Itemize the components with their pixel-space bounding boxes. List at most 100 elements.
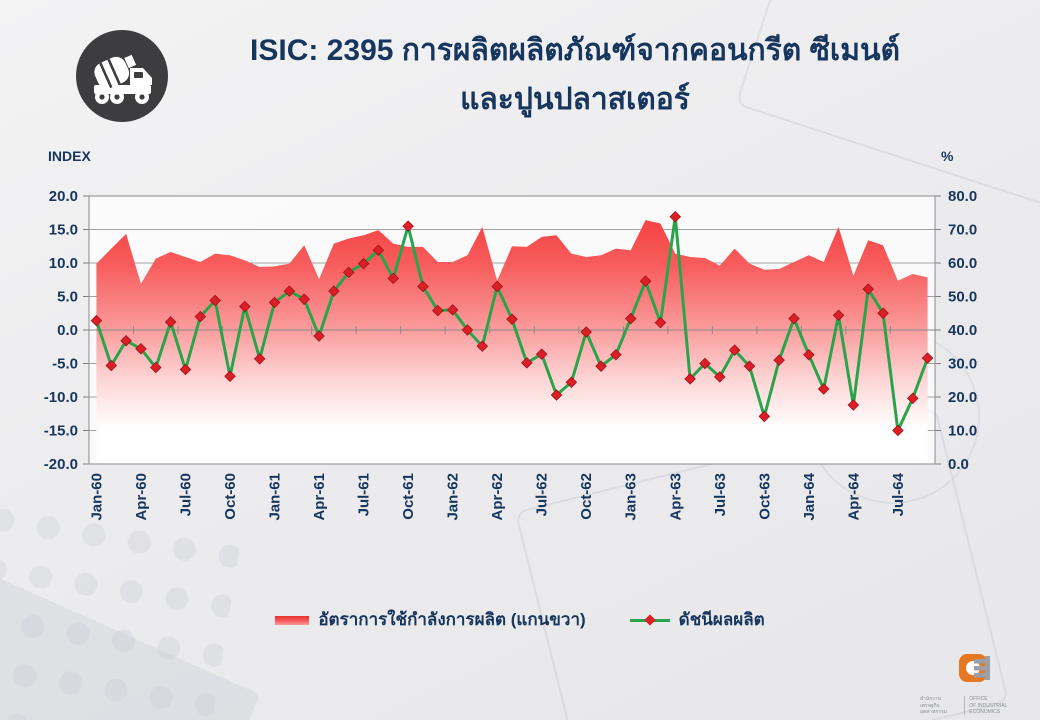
left-axis-tick-label: -5.0	[52, 356, 78, 373]
left-axis-unit-label: INDEX	[48, 148, 91, 164]
legend-swatch-utilization-area	[275, 616, 310, 625]
marker-diamond	[446, 304, 459, 316]
marker-diamond	[610, 349, 622, 361]
marker-diamond	[906, 392, 919, 405]
x-axis-tick-label: Jul-62	[534, 473, 551, 516]
x-axis-tick-label: Apr-63	[667, 473, 684, 521]
chart-legend: อัตราการใช้กำลังการผลิต (แกนขวา) ดัชนีผล…	[0, 606, 1040, 633]
marker-diamond	[639, 275, 652, 287]
marker-diamond	[239, 300, 251, 313]
marker-diamond	[253, 353, 266, 365]
marker-diamond	[402, 220, 414, 232]
marker-diamond	[506, 313, 518, 326]
marker-diamond	[90, 314, 103, 327]
right-axis-tick-label: 60.0	[948, 255, 977, 272]
marker-diamond	[313, 330, 325, 342]
oie-logo-mark	[959, 654, 990, 683]
legend-diamond-marker	[643, 613, 656, 626]
marker-diamond	[773, 354, 785, 366]
plot-border	[88, 195, 936, 465]
right-axis-tick-label: 10.0	[948, 423, 977, 440]
right-axis-tick-label: 50.0	[948, 289, 977, 306]
marker-diamond	[491, 280, 503, 293]
marker-diamond	[461, 324, 474, 336]
marker-diamond	[817, 383, 830, 395]
marker-diamond	[224, 370, 236, 382]
marker-diamond	[328, 285, 340, 297]
marker-diamond	[268, 296, 281, 309]
marker-diamond	[105, 359, 118, 372]
marker-diamond	[624, 312, 637, 325]
marker-diamond	[654, 316, 667, 329]
left-axis-tick-label: 10.0	[49, 255, 78, 272]
x-axis-tick-label: Oct-60	[222, 473, 239, 520]
left-axis-tick-label: 20.0	[49, 188, 78, 205]
marker-diamond	[714, 371, 726, 383]
marker-diamond	[432, 304, 444, 317]
x-axis-tick-label: Oct-63	[756, 473, 773, 520]
marker-diamond	[921, 352, 934, 364]
marker-diamond	[803, 349, 815, 361]
page-title-line1: ISIC: 2395 การผลิตผลิตภัณฑ์จากคอนกรีต ซี…	[250, 34, 900, 67]
x-axis-tick-label: Apr-60	[133, 473, 150, 521]
marker-diamond	[788, 312, 800, 325]
x-axis-tick-label: Jul-60	[177, 473, 194, 516]
x-axis-tick-label: Jan-60	[88, 473, 105, 521]
x-axis-tick-label: Jan-63	[623, 473, 640, 521]
marker-diamond	[135, 342, 147, 355]
marker-diamond	[179, 363, 192, 376]
x-axis-tick-label: Jul-64	[890, 472, 907, 516]
marker-diamond	[535, 348, 548, 360]
x-axis-tick-label: Apr-62	[489, 473, 506, 521]
marker-diamond	[743, 360, 756, 372]
marker-diamond	[342, 266, 355, 279]
marker-diamond	[521, 357, 533, 369]
cement-mixer-icon	[74, 28, 170, 124]
marker-diamond	[862, 283, 874, 295]
oie-logo-en-text: OFFICE OF INDUSTRIAL ECONOMICS	[969, 696, 1008, 715]
left-axis-tick-label: 0.0	[57, 322, 78, 339]
oie-logo-thai-text: สำนักงาน เศรษฐกิจอุตสาหกรรม	[920, 696, 948, 715]
right-axis-unit-label: %	[941, 148, 954, 164]
x-axis-labels: Jan-60 Apr-60 Jul-60 Oct-60 Jan-61 Apr-61 Jul-…	[88, 472, 906, 520]
right-axis-tick-label: 80.0	[948, 188, 977, 205]
marker-diamond	[728, 344, 741, 356]
line-series-markers	[90, 211, 934, 437]
x-axis-tick-label: Oct-62	[578, 473, 595, 520]
oie-logo: สำนักงาน เศรษฐกิจอุตสาหกรรม OFFICE OF IN…	[920, 653, 1030, 715]
marker-diamond	[550, 389, 563, 401]
left-axis-tick-label: 15.0	[49, 222, 78, 239]
x-axis-tick-label: Apr-64	[845, 472, 862, 520]
left-axis-tick-label: -10.0	[44, 389, 78, 406]
marker-diamond	[283, 285, 296, 297]
left-axis-tick-label: 5.0	[57, 289, 78, 306]
marker-diamond	[150, 361, 162, 374]
marker-diamond	[357, 257, 370, 270]
combo-chart: 20.0 80.0 15.0 70.0 10.0 60.0 5.0 50.0 0.0 40.0 -5…	[44, 188, 977, 521]
marker-diamond	[120, 334, 132, 347]
area-series-utilization	[96, 220, 928, 464]
marker-diamond	[417, 280, 429, 293]
right-axis-tick-label: 0.0	[948, 456, 969, 473]
legend-label-production-index: ดัชนีผลผลิต	[678, 610, 765, 629]
marker-diamond	[699, 357, 711, 370]
x-axis-tick-label: Apr-61	[311, 473, 328, 521]
marker-diamond	[298, 293, 310, 305]
right-axis-tick-label: 30.0	[948, 356, 977, 373]
legend-label-utilization: อัตราการใช้กำลังการผลิต (แกนขวา)	[318, 610, 586, 629]
right-axis-tick-label: 70.0	[948, 222, 977, 239]
x-axis-tick-label: Jan-64	[801, 472, 818, 520]
marker-diamond	[476, 340, 489, 352]
right-axis-tick-label: 20.0	[948, 389, 977, 406]
marker-diamond	[595, 360, 607, 372]
x-axis-tick-label: Oct-61	[400, 473, 417, 520]
marker-diamond	[669, 211, 682, 223]
marker-diamond	[164, 316, 177, 328]
oie-logo-divider	[964, 696, 966, 715]
x-axis-tick-label: Jan-62	[445, 473, 462, 521]
marker-diamond	[877, 307, 889, 320]
marker-diamond	[758, 410, 771, 423]
page-title-line2: และปูนปลาสเตอร์	[460, 83, 690, 116]
page-title: ISIC: 2395 การผลิตผลิตภัณฑ์จากคอนกรีต ซี…	[180, 26, 970, 124]
